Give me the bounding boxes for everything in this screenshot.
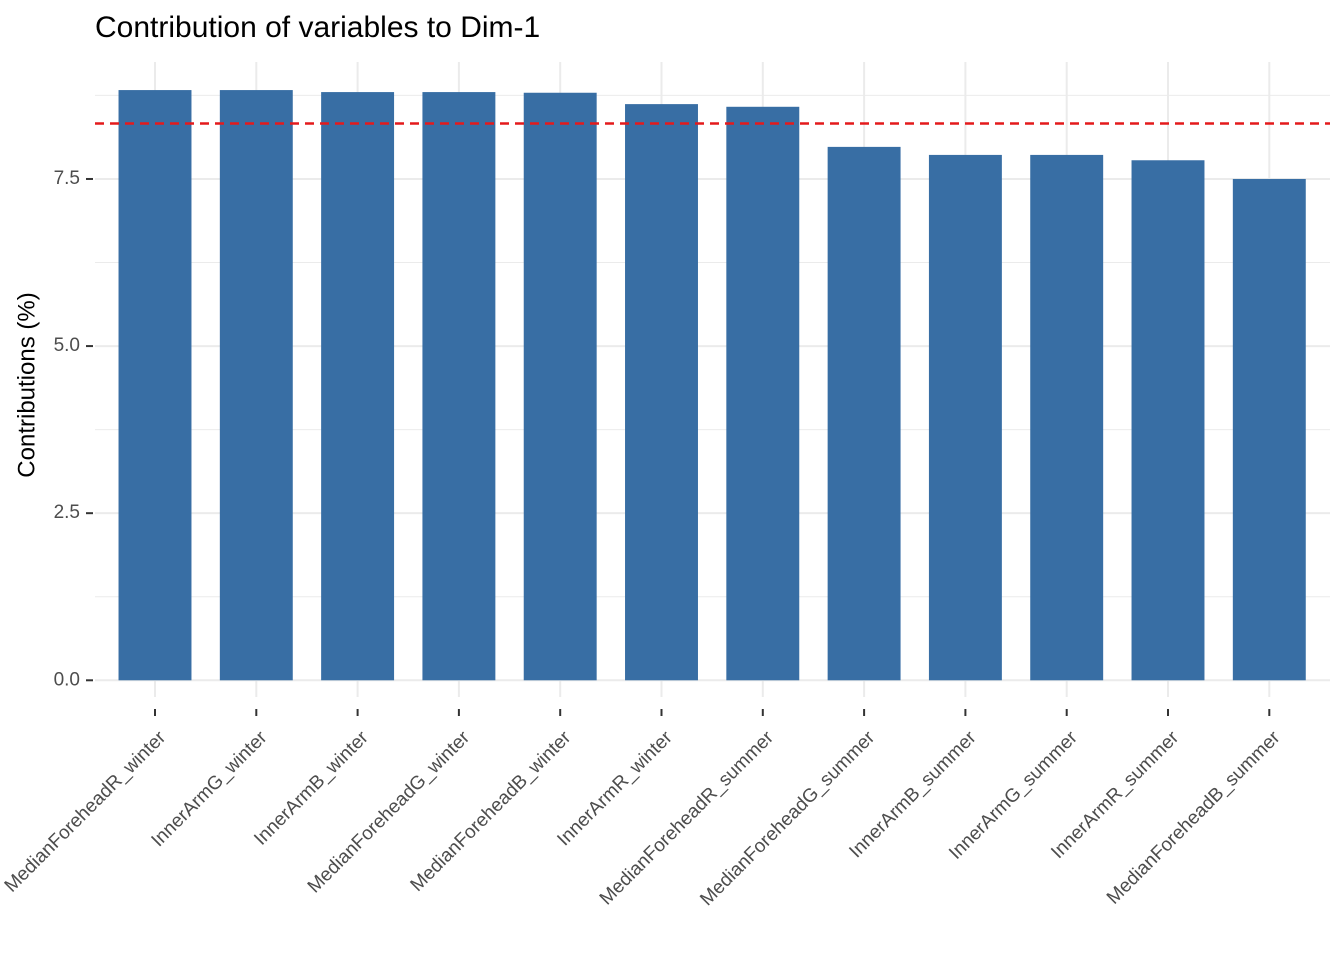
bar <box>422 92 496 681</box>
bar <box>1131 160 1205 681</box>
x-tick-label: MedianForeheadR_summer <box>596 727 779 910</box>
bar <box>118 90 192 681</box>
bar <box>726 106 800 681</box>
bar <box>1030 154 1104 681</box>
y-axis-title: Contributions (%) <box>13 292 40 477</box>
y-tick-label: 2.5 <box>54 502 80 523</box>
x-tick-label: MedianForeheadR_winter <box>1 727 171 897</box>
x-tick-label: MedianForeheadB_summer <box>1103 727 1285 909</box>
bar <box>928 154 1002 681</box>
y-tick-label: 0.0 <box>54 669 80 690</box>
x-tick-label: MedianForeheadB_winter <box>407 727 576 896</box>
y-tick-label: 7.5 <box>54 168 80 189</box>
y-tick-label: 5.0 <box>54 335 80 356</box>
bar <box>625 104 698 681</box>
x-tick-label: MedianForeheadG_winter <box>304 727 475 898</box>
bar <box>523 92 597 681</box>
bar <box>219 90 293 681</box>
bar <box>827 146 901 681</box>
chart-title: Contribution of variables to Dim-1 <box>95 11 540 44</box>
bar <box>1232 178 1306 681</box>
x-tick-label: MedianForeheadG_summer <box>696 727 879 910</box>
bar <box>321 92 395 681</box>
